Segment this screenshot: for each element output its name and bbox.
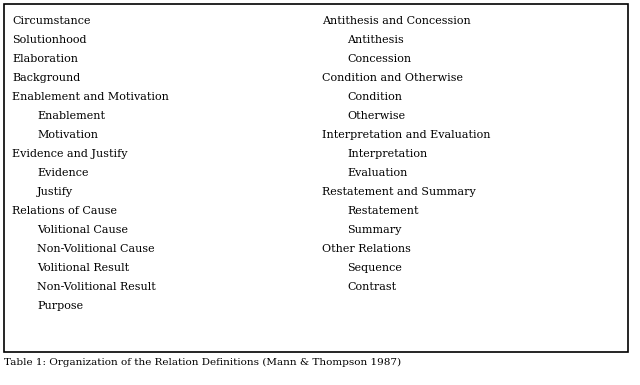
Text: Antithesis and Concession: Antithesis and Concession [322, 16, 471, 26]
Text: Justify: Justify [37, 187, 73, 197]
Text: Interpretation: Interpretation [347, 149, 428, 159]
Text: Evidence: Evidence [37, 168, 88, 178]
Text: Antithesis: Antithesis [347, 35, 404, 45]
Text: Summary: Summary [347, 225, 401, 235]
Text: Table 1: Organization of the Relation Definitions (Mann & Thompson 1987): Table 1: Organization of the Relation De… [4, 358, 401, 367]
Text: Contrast: Contrast [347, 282, 396, 292]
Text: Relations of Cause: Relations of Cause [12, 206, 117, 216]
Text: Other Relations: Other Relations [322, 244, 411, 254]
Text: Restatement and Summary: Restatement and Summary [322, 187, 476, 197]
Text: Sequence: Sequence [347, 263, 402, 273]
Text: Solutionhood: Solutionhood [12, 35, 86, 45]
Text: Concession: Concession [347, 54, 411, 64]
Text: Restatement: Restatement [347, 206, 419, 216]
Text: Circumstance: Circumstance [12, 16, 90, 26]
Text: Volitional Cause: Volitional Cause [37, 225, 128, 235]
Text: Condition: Condition [347, 92, 402, 102]
Text: Motivation: Motivation [37, 130, 98, 140]
Text: Volitional Result: Volitional Result [37, 263, 129, 273]
Text: Otherwise: Otherwise [347, 111, 405, 121]
Text: Enablement and Motivation: Enablement and Motivation [12, 92, 169, 102]
Text: Condition and Otherwise: Condition and Otherwise [322, 73, 463, 83]
Text: Purpose: Purpose [37, 301, 83, 311]
Text: Non-Volitional Cause: Non-Volitional Cause [37, 244, 155, 254]
Text: Background: Background [12, 73, 80, 83]
Text: Non-Volitional Result: Non-Volitional Result [37, 282, 156, 292]
Text: Interpretation and Evaluation: Interpretation and Evaluation [322, 130, 490, 140]
Text: Evidence and Justify: Evidence and Justify [12, 149, 127, 159]
Text: Enablement: Enablement [37, 111, 105, 121]
Text: Elaboration: Elaboration [12, 54, 78, 64]
Text: Evaluation: Evaluation [347, 168, 408, 178]
